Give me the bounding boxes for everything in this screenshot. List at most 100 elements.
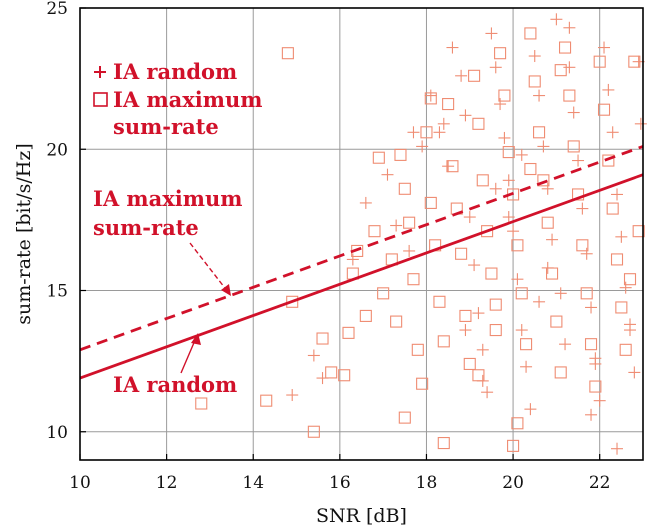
square-marker [511,417,524,430]
square-marker [472,369,485,382]
plus-marker [533,89,546,102]
square-marker [571,188,585,201]
square-marker [459,309,472,322]
square-marker [602,154,615,167]
plus-marker [585,408,598,421]
plus-marker [533,295,546,308]
square-marker [567,140,580,153]
plus-marker [407,126,420,139]
plus-marker [606,126,619,139]
legend-plus-marker [94,66,106,78]
plus-marker [524,403,537,416]
axis-ticks: 10 12 14 16 18 20 22 10 15 20 25 [46,0,610,493]
square-marker [502,146,515,159]
annotation-ia-max: sum-rate [93,215,199,240]
plus-marker [359,196,372,209]
annotation-arrow-solid [180,337,197,374]
annotation-arrowhead-solid [191,333,201,345]
plus-marker [572,154,585,167]
square-marker [554,366,567,379]
plus-marker [554,287,567,300]
square-marker [403,216,416,229]
square-marker [485,267,498,280]
plus-marker [446,41,459,54]
plus-marker [502,174,515,187]
plus-marker [502,211,515,224]
square-marker [546,267,559,280]
square-marker [576,239,589,252]
plus-marker [346,253,359,266]
plus-marker [520,360,533,373]
plot-frame [79,7,644,461]
square-marker [507,439,520,452]
annotations: IA maximum sum-rate IA random [93,186,242,397]
plus-marker [619,281,632,294]
square-marker [632,225,645,238]
plus-marker [424,89,437,102]
square-marker [398,182,411,195]
plus-marker [611,188,624,201]
plus-marker [416,140,429,153]
plus-marker [481,386,494,399]
plus-marker [442,160,455,173]
plus-marker [463,211,476,224]
plus-marker [494,98,507,111]
legend-label-ia-max: sum-rate [113,114,219,139]
square-marker [342,326,355,339]
plus-marker [489,182,502,195]
square-marker [515,287,528,300]
x-tick-label: 14 [242,473,264,493]
plus-marker [459,109,472,122]
square-marker [338,369,351,382]
square-marker [394,148,407,161]
plus-marker [307,349,320,362]
square-marker [455,247,468,260]
plus-marker [528,50,541,63]
square-marker [472,117,485,130]
square-marker [494,47,507,60]
y-tick-label: 10 [46,423,68,443]
square-marker [615,301,628,314]
plus-marker [602,83,615,96]
square-marker [424,92,437,105]
square-marker [524,27,537,40]
square-marker [437,335,450,348]
legend-label-ia-random: IA random [113,59,237,84]
x-tick-label: 12 [156,473,178,493]
plus-marker [546,233,559,246]
square-marker [541,216,554,229]
square-marker [580,287,593,300]
square-marker [498,89,511,102]
square-marker [368,225,381,238]
square-marker [489,323,502,337]
plus-marker [476,343,489,356]
plus-marker [390,219,403,232]
square-marker [610,253,624,266]
plus-marker [559,338,572,351]
x-axis-label: SNR [dB] [316,505,407,527]
plus-marker [611,442,624,455]
plus-marker [455,69,468,82]
plus-marker [576,202,589,215]
plus-marker [511,273,524,286]
square-marker [520,338,533,351]
plus-marker [485,27,498,40]
plus-marker [589,357,602,370]
x-tick-label: 20 [502,473,524,493]
square-marker [619,343,632,356]
y-axis-label: sum-rate [bit/s/Hz] [13,143,35,325]
square-marker [589,380,602,393]
square-marker [524,162,537,176]
plus-marker [515,324,528,337]
square-marker [398,411,411,424]
square-marker [307,425,320,438]
plus-marker [433,126,446,139]
square-marker [420,126,433,139]
plus-marker [515,148,528,161]
square-marker [537,174,550,187]
plus-marker [634,117,647,130]
plus-marker [563,21,576,34]
square-marker [377,287,390,300]
